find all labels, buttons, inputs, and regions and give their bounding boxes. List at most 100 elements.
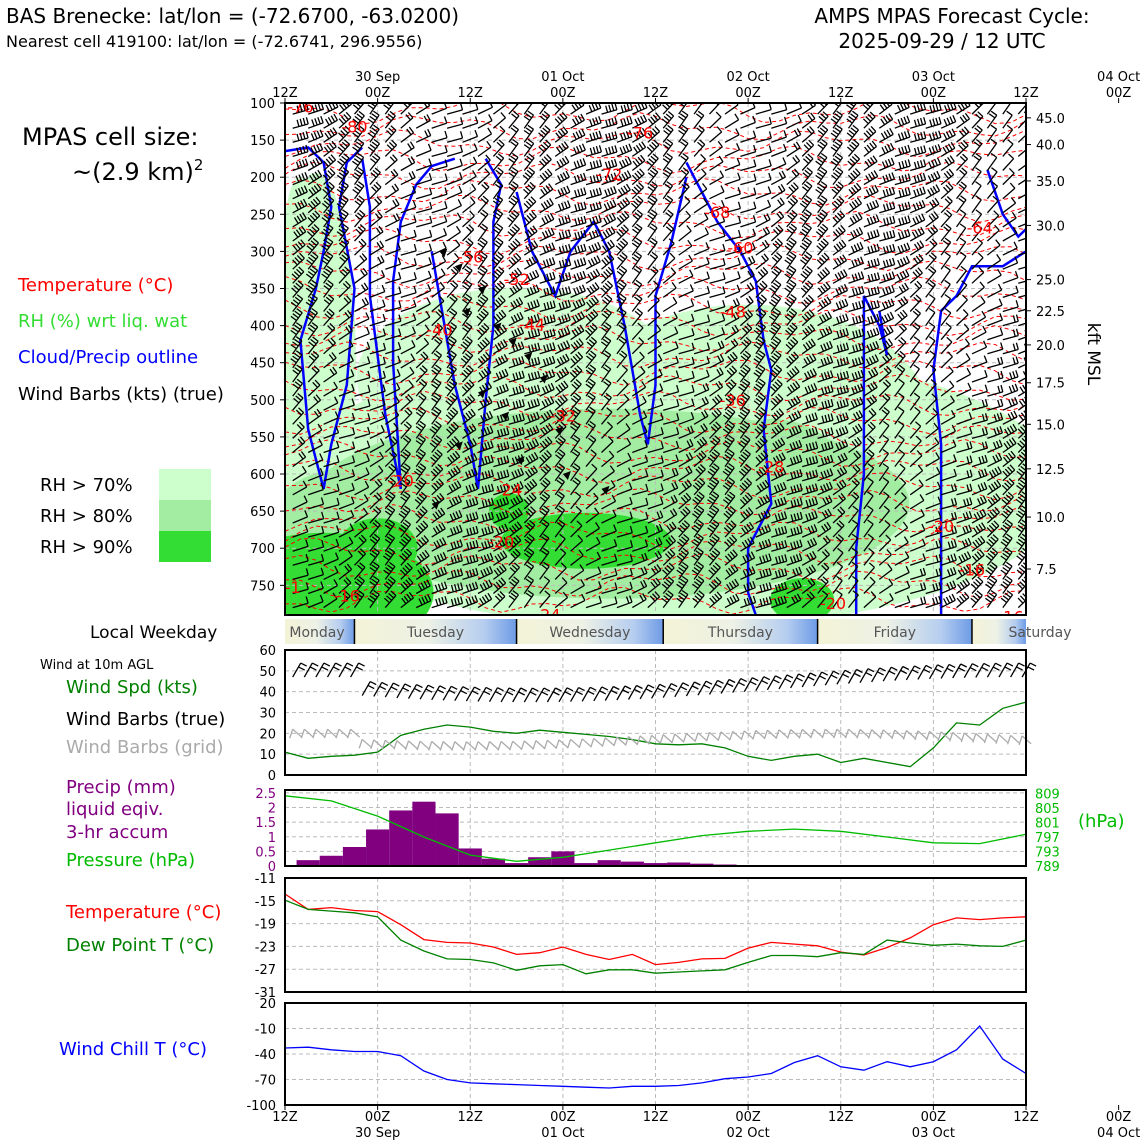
wind-barb xyxy=(817,508,832,524)
wind-barb xyxy=(662,267,677,284)
wind-barb xyxy=(753,364,766,383)
wind-barb xyxy=(290,294,304,312)
wind-barb xyxy=(385,355,401,369)
wind-barb xyxy=(508,521,523,538)
wind-barb xyxy=(678,398,695,411)
wind-barb xyxy=(307,365,320,383)
wind-barb xyxy=(786,425,802,439)
wind-barb xyxy=(909,267,923,284)
wind-barb xyxy=(848,383,864,397)
wind-barb xyxy=(971,384,988,397)
wind-barb xyxy=(940,580,957,595)
wind-barb xyxy=(400,407,413,425)
legend-cloud: Cloud/Precip outline xyxy=(18,347,198,368)
wind-barb xyxy=(802,455,819,468)
wind-barb xyxy=(601,421,613,439)
wind-barb xyxy=(570,520,583,538)
precip-bar xyxy=(643,863,668,866)
wind-barb xyxy=(662,138,674,157)
wind-barb xyxy=(940,511,958,524)
wind-barb xyxy=(693,423,708,439)
wind-barb xyxy=(462,567,479,581)
wind-barb xyxy=(801,672,817,688)
wind-barb xyxy=(662,124,674,143)
wind-barb xyxy=(524,411,540,425)
wind-barb xyxy=(784,308,798,327)
pressure-tick-label: 789 xyxy=(1035,860,1060,875)
wind-barb xyxy=(971,310,987,327)
wind-barb xyxy=(956,112,971,129)
wind-barb xyxy=(477,410,493,425)
y-tick-label: 1.5 xyxy=(255,816,276,831)
wind-barb xyxy=(956,578,971,595)
wind-barb xyxy=(769,350,782,369)
wind-barb xyxy=(492,125,506,143)
wind-barb xyxy=(987,466,1002,482)
wind-barb xyxy=(678,196,691,214)
wind-barb xyxy=(724,284,741,299)
wind-barb xyxy=(585,507,600,524)
precip-bar xyxy=(597,860,621,866)
wind-barb xyxy=(354,507,369,524)
wind-barb xyxy=(585,103,602,115)
wind-barb xyxy=(631,294,643,312)
wind-barb xyxy=(400,326,416,341)
wind-barb xyxy=(492,309,507,327)
wind-barb xyxy=(462,170,477,186)
wind-barb xyxy=(354,326,370,341)
wind-barb xyxy=(446,131,464,143)
wind-barb xyxy=(987,384,1004,397)
wind-barb xyxy=(321,251,334,270)
wind-barb xyxy=(878,352,893,369)
wind-barb xyxy=(1002,356,1019,369)
wind-barb xyxy=(446,212,462,228)
wind-barb xyxy=(894,173,911,186)
wind-barb xyxy=(917,664,933,680)
temperature-contour-label: -16 xyxy=(997,607,1023,626)
wind-barb-grid xyxy=(578,738,592,749)
wind-barb xyxy=(662,521,677,538)
wind-barb xyxy=(894,595,911,609)
wind-barb xyxy=(940,182,954,200)
wind-barb xyxy=(415,284,432,298)
wind-barb xyxy=(446,421,459,439)
wind-barb xyxy=(986,224,1000,242)
wind-barb xyxy=(909,392,921,411)
dewpoint-line xyxy=(284,899,1027,975)
wind-barb xyxy=(802,497,819,510)
wind-barb xyxy=(662,683,678,698)
wind-barb-grid xyxy=(335,728,349,739)
wind-barb xyxy=(415,337,430,355)
wind-barb xyxy=(971,223,983,242)
wind-barb-grid xyxy=(717,731,731,742)
wind-barb xyxy=(799,237,813,256)
wind-barb xyxy=(400,299,417,313)
wind-barb xyxy=(369,519,381,538)
wind-barb xyxy=(292,212,307,228)
wind-barb xyxy=(651,683,666,699)
wind-barb xyxy=(431,522,446,538)
temperature-contour-label: -48 xyxy=(720,303,746,322)
wind-barb xyxy=(847,168,861,186)
wind-barb xyxy=(878,520,891,538)
wind-barb xyxy=(570,103,585,115)
pressure-tick-label: 450 xyxy=(250,357,275,372)
wind-barb xyxy=(832,398,849,411)
temperature-contour-label: -20 xyxy=(488,533,514,552)
wind-barb xyxy=(755,479,770,496)
wind-barb xyxy=(755,494,771,510)
wind-barb xyxy=(987,356,1004,369)
wind-barb xyxy=(292,524,309,538)
wind-barb xyxy=(308,511,325,524)
wind-barb xyxy=(307,183,322,200)
wind-pennant xyxy=(477,285,486,295)
wind-barb xyxy=(400,215,417,228)
wind-barb xyxy=(940,380,955,397)
wind-barb xyxy=(971,369,988,383)
wind-barb xyxy=(523,465,538,482)
wind-barb xyxy=(384,505,396,524)
wind-barb xyxy=(740,551,756,566)
wind-barb xyxy=(692,590,705,609)
wind-barb xyxy=(354,453,370,468)
wind-barb xyxy=(585,295,600,313)
